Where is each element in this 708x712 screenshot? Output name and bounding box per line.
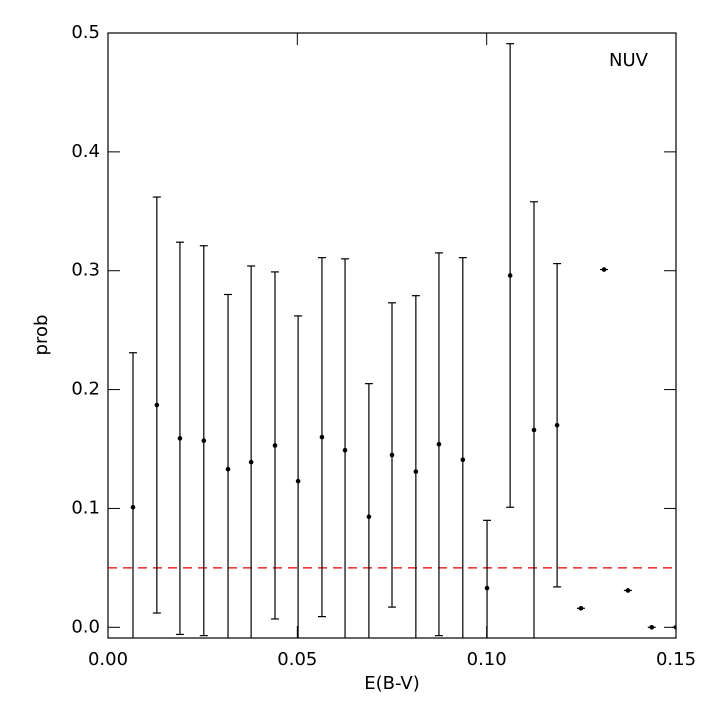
plot-frame: [107, 32, 677, 639]
point: [177, 436, 183, 441]
point: [295, 478, 301, 484]
point: [342, 447, 348, 453]
point: [554, 422, 560, 428]
point: [578, 605, 584, 611]
point: [625, 588, 631, 593]
point: [531, 427, 537, 433]
y-tick-label: 0.4: [71, 141, 100, 162]
point: [413, 469, 419, 474]
y-tick-label: 0.0: [71, 616, 100, 637]
y-tick-label: 0.2: [71, 379, 100, 400]
point: [389, 452, 395, 458]
point: [319, 434, 325, 440]
y-tick-label: 0.5: [71, 22, 100, 43]
point: [436, 441, 442, 447]
y-tick-label: 0.3: [71, 260, 100, 281]
point: [601, 267, 607, 272]
point: [130, 504, 136, 510]
x-tick-label: 0.05: [277, 649, 317, 670]
point: [649, 625, 655, 630]
annotation: NUV: [609, 50, 649, 71]
point: [225, 466, 231, 472]
x-tick-label: 0.10: [467, 649, 507, 670]
point: [201, 438, 207, 443]
x-tick-label: 0.15: [656, 649, 696, 670]
y-axis-label: prob: [31, 315, 52, 356]
plot-area: [108, 43, 676, 638]
y-tick-label: 0.1: [71, 497, 100, 518]
point: [507, 273, 513, 278]
x-tick-label: 0.00: [88, 649, 128, 670]
point: [460, 457, 466, 463]
point: [272, 443, 278, 448]
point: [366, 514, 372, 520]
point: [154, 402, 160, 408]
point: [484, 585, 490, 591]
x-axis-label: E(B-V): [364, 673, 420, 694]
point: [248, 459, 254, 465]
